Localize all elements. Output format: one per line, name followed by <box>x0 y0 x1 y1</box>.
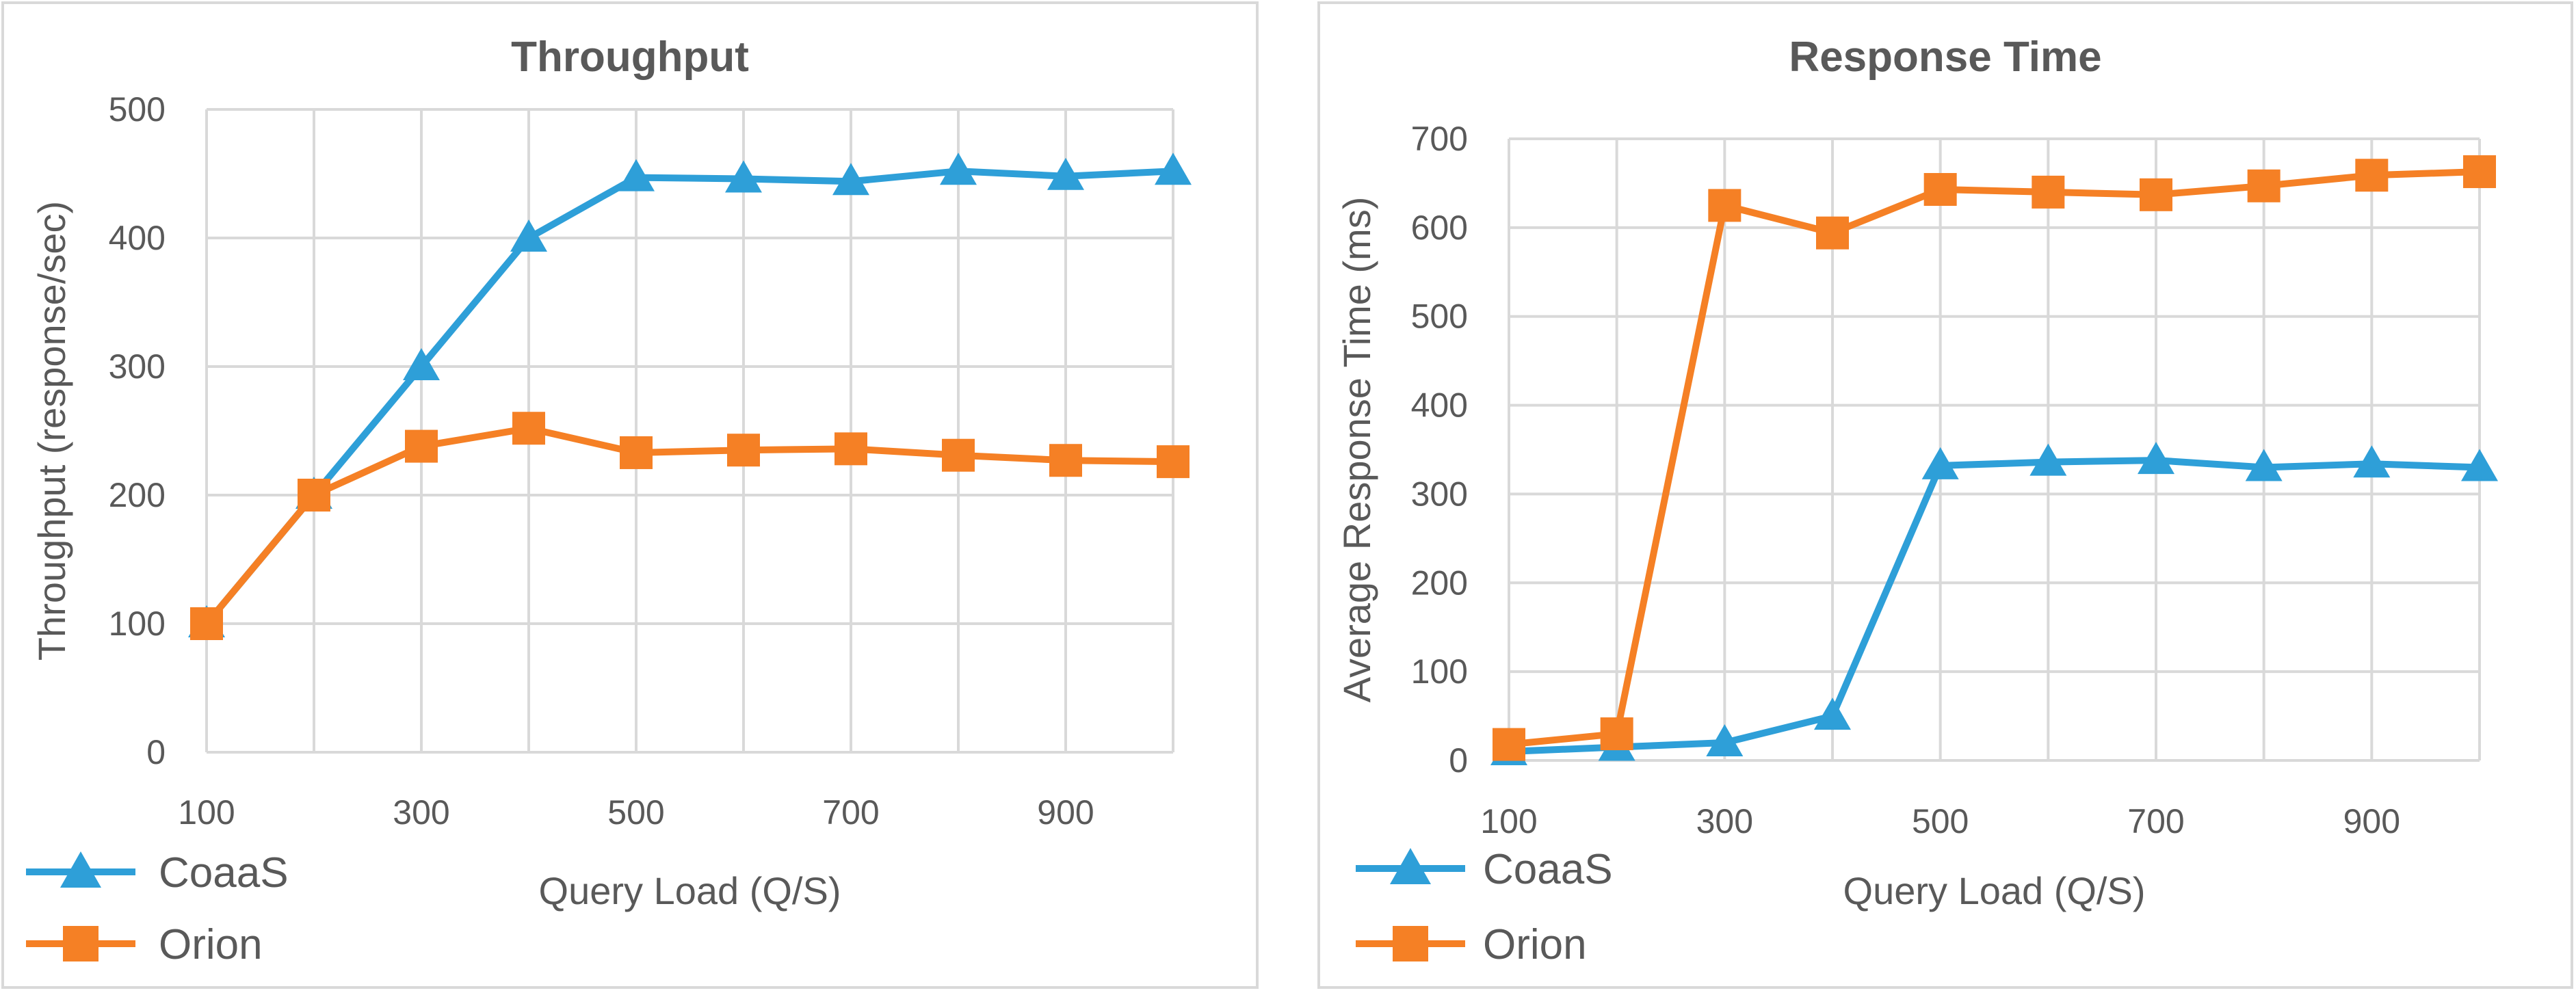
data-point-triangle <box>1706 724 1744 757</box>
legend-item-coaas: CoaaS <box>1356 846 1613 893</box>
y-axis-title: Throughput (response/sec) <box>30 201 73 661</box>
data-point-triangle <box>832 163 869 196</box>
x-tick-label: 300 <box>1696 802 1753 840</box>
series-line <box>1506 457 2483 756</box>
data-point-square <box>405 429 438 463</box>
y-tick-label: 700 <box>1411 120 1468 158</box>
x-tick-label: 700 <box>2127 802 2184 840</box>
data-point-triangle <box>1047 157 1084 190</box>
x-tick-label: 300 <box>393 793 449 832</box>
series-line <box>203 425 1177 627</box>
data-point-triangle <box>2138 442 2174 475</box>
data-point-square <box>1600 717 1633 751</box>
x-tick-label: 900 <box>1037 793 1094 832</box>
y-tick-label: 500 <box>109 90 166 129</box>
data-point-square <box>620 436 653 469</box>
series-line <box>1506 168 2483 748</box>
data-point-triangle <box>510 220 547 252</box>
legend-marker-square <box>1393 926 1428 961</box>
data-point-triangle <box>2353 445 2391 478</box>
data-point-square <box>1708 189 1742 222</box>
data-point-square <box>2140 178 2172 211</box>
data-point-triangle <box>1921 447 1959 479</box>
data-point-square <box>512 412 545 445</box>
y-tick-label: 0 <box>1449 741 1468 780</box>
data-point-square <box>1493 728 1525 761</box>
x-tick-label: 100 <box>1480 802 1537 840</box>
series-orion <box>190 412 1190 640</box>
data-point-square <box>942 438 975 472</box>
x-tick-label: 500 <box>607 793 664 832</box>
legend-label: CoaaS <box>1483 846 1613 893</box>
legend: CoaaS Orion <box>26 849 289 968</box>
data-point-triangle <box>1155 152 1192 185</box>
y-tick-label: 100 <box>109 605 166 643</box>
x-tick-label: 700 <box>822 793 879 832</box>
legend-label: Orion <box>1483 921 1587 968</box>
x-axis-title: Query Load (Q/S) <box>539 869 841 912</box>
data-point-triangle <box>403 348 440 380</box>
data-point-triangle <box>2461 449 2498 481</box>
data-point-square <box>2247 169 2281 202</box>
legend-label: CoaaS <box>159 849 289 897</box>
y-tick-label: 500 <box>1411 297 1468 336</box>
series-orion <box>1493 155 2496 761</box>
legend-marker-square <box>63 926 98 961</box>
chart-title: Throughput <box>511 34 749 81</box>
x-axis-title: Query Load (Q/S) <box>1843 869 2146 912</box>
data-point-square <box>727 434 760 467</box>
data-point-triangle <box>725 160 762 193</box>
data-point-square <box>2355 159 2389 192</box>
y-tick-label: 400 <box>1411 386 1468 425</box>
data-point-triangle <box>618 159 655 191</box>
legend-item-orion: Orion <box>26 921 263 968</box>
y-tick-label: 200 <box>1411 563 1468 602</box>
data-point-square <box>1157 445 1190 479</box>
data-point-triangle <box>2029 443 2067 476</box>
legend: CoaaS Orion <box>1356 846 1613 968</box>
chart-title: Response Time <box>1789 34 2101 81</box>
data-point-square <box>298 479 330 512</box>
legend-label: Orion <box>159 921 263 968</box>
data-point-square <box>834 432 867 466</box>
y-tick-label: 600 <box>1411 209 1468 247</box>
legend-marker-triangle <box>60 851 101 888</box>
data-point-triangle <box>1814 698 1851 730</box>
x-tick-label: 500 <box>1912 802 1969 840</box>
x-tick-label: 900 <box>2343 802 2400 840</box>
y-tick-label: 100 <box>1411 652 1468 691</box>
legend-item-coaas: CoaaS <box>26 849 289 897</box>
legend-marker-triangle <box>1390 848 1431 884</box>
y-tick-label: 300 <box>109 347 166 386</box>
data-point-triangle <box>2245 449 2283 481</box>
series-line <box>203 168 1177 627</box>
y-tick-label: 0 <box>146 733 166 771</box>
data-point-square <box>190 607 223 640</box>
data-point-square <box>1923 173 1957 207</box>
data-point-square <box>2463 155 2496 189</box>
y-tick-label: 300 <box>1411 475 1468 513</box>
data-point-square <box>1049 444 1082 477</box>
data-point-square <box>1816 216 1849 250</box>
y-tick-label: 400 <box>109 219 166 257</box>
y-axis-title: Average Response Time (ms) <box>1335 197 1378 703</box>
chart-throughput: 0 100 200 300 400 500 100 300 500 700 900 Throughpu… <box>1 1 1259 989</box>
chart-response-time: 0 100 200 300 400 500 600 700 100 300 500 700 900 Res… <box>1317 1 2573 989</box>
data-point-square <box>2032 175 2065 209</box>
x-tick-label: 100 <box>178 793 235 832</box>
data-point-triangle <box>940 152 977 185</box>
legend-item-orion: Orion <box>1356 921 1587 968</box>
y-tick-label: 200 <box>109 476 166 514</box>
